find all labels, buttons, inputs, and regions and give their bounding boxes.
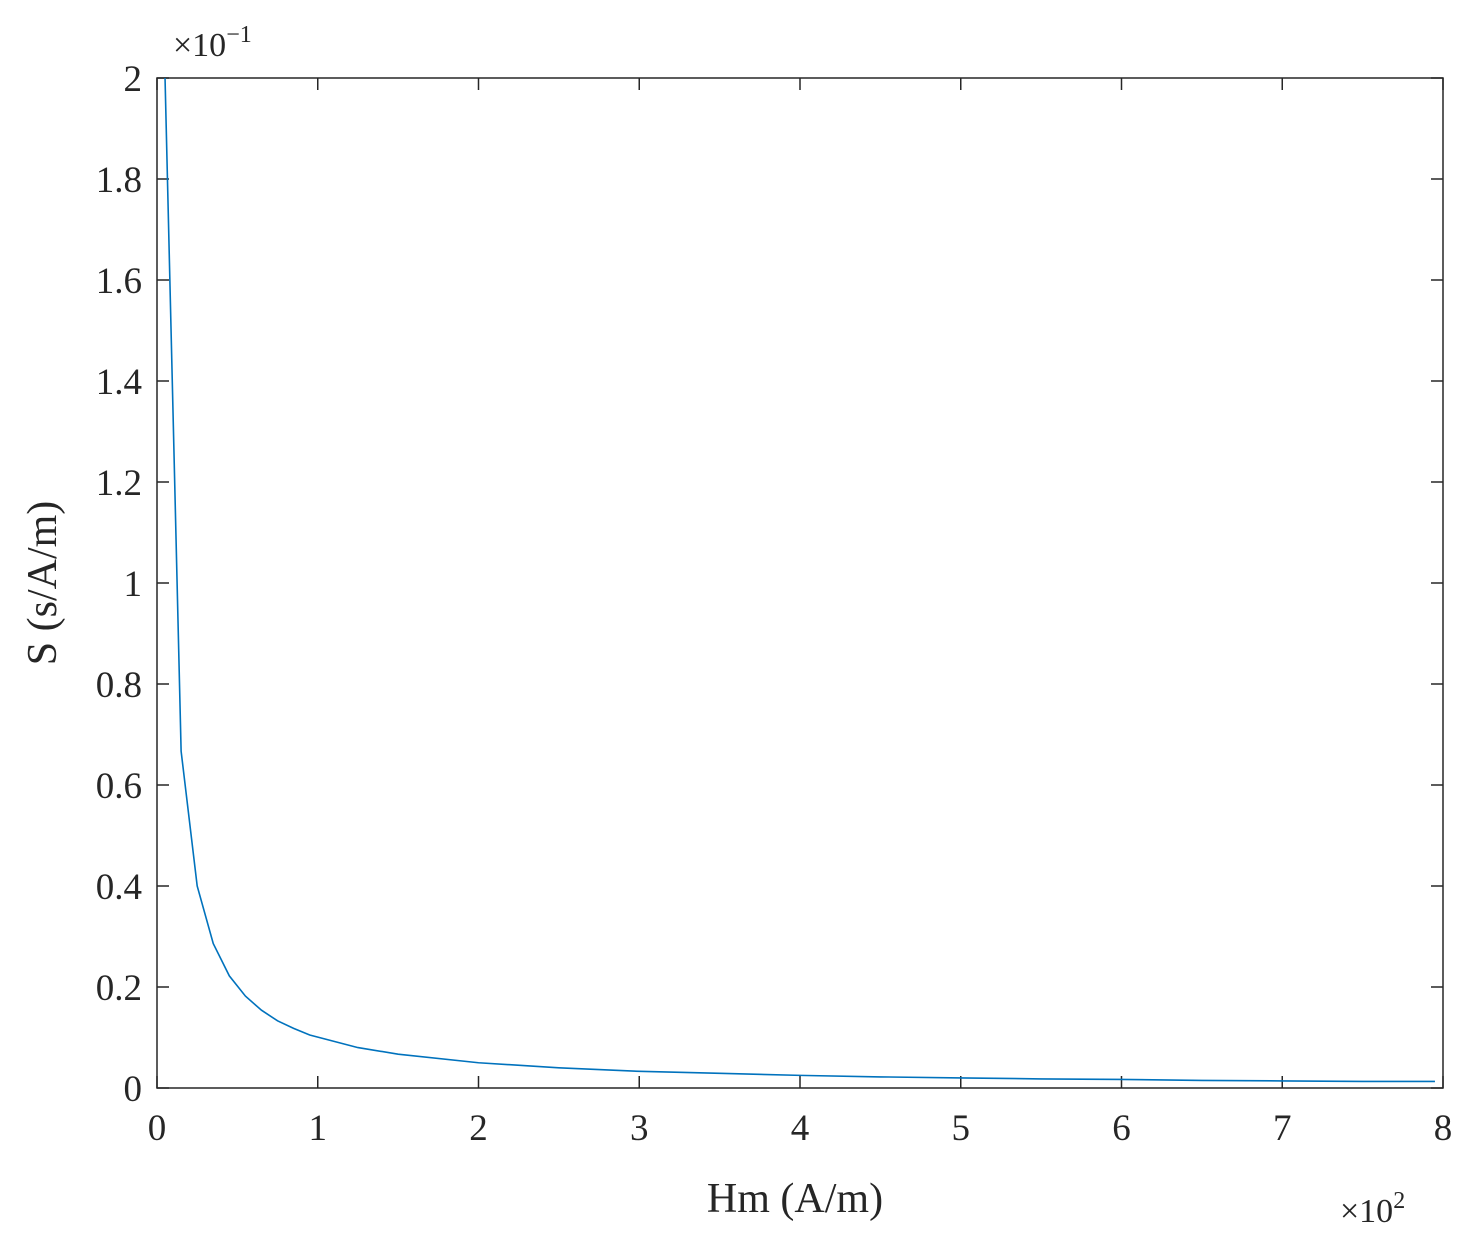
plot-area <box>164 78 1435 1083</box>
y-tick-label: 1.4 <box>96 362 142 403</box>
x-tick-label: 1 <box>309 1108 328 1149</box>
y-tick-label: 0.4 <box>96 867 142 908</box>
plot-frame <box>156 77 1444 1089</box>
y-tick-label: 1.2 <box>96 463 142 504</box>
x-multiplier: ×102 <box>1340 1188 1405 1230</box>
y-tick-label: 2 <box>124 59 143 100</box>
y-tick-label: 1.8 <box>96 160 142 201</box>
multiplier-base: ×10 <box>173 27 226 64</box>
x-tick-label: 0 <box>148 1108 167 1149</box>
y-tick-label: 0.8 <box>96 665 142 706</box>
y-tick-label: 0 <box>124 1069 143 1110</box>
y-tick-label: 0.2 <box>96 968 142 1009</box>
x-tick-label: 8 <box>1434 1108 1453 1149</box>
x-tick-label: 6 <box>1112 1108 1131 1149</box>
x-tick-label: 3 <box>630 1108 649 1149</box>
y-tick-label: 1 <box>124 564 143 605</box>
x-axis-label: Hm (A/m) <box>707 1176 883 1222</box>
x-tick-label: 4 <box>791 1108 810 1149</box>
y-multiplier: ×10−1 <box>173 22 252 64</box>
x-tick-label: 2 <box>469 1108 488 1149</box>
x-tick-label: 5 <box>952 1108 971 1149</box>
multiplier-base: ×10 <box>1340 1193 1393 1230</box>
x-tick-label: 7 <box>1273 1108 1292 1149</box>
multiplier-power: −1 <box>226 22 252 48</box>
y-axis-label: S (s/A/m) <box>20 501 66 666</box>
multiplier-power: 2 <box>1393 1188 1405 1214</box>
y-tick-label: 1.6 <box>96 261 142 302</box>
y-tick-label: 0.6 <box>96 766 142 807</box>
data-line <box>164 78 1435 1083</box>
